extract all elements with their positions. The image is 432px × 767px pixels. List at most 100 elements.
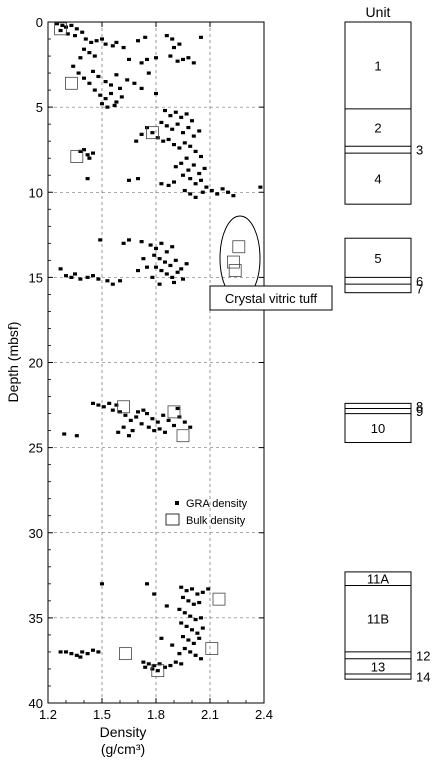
bulk-density-point xyxy=(117,400,130,414)
gra-density-point xyxy=(226,190,230,194)
gra-density-point xyxy=(98,238,103,242)
gra-density-point xyxy=(100,582,104,586)
gra-density-point xyxy=(170,127,175,131)
gra-density-point xyxy=(166,137,171,142)
x-axis-title: Density xyxy=(100,724,147,740)
gra-density-point xyxy=(127,178,131,182)
unit-column-header: Unit xyxy=(366,4,391,20)
gra-density-point xyxy=(172,142,176,147)
gra-density-point xyxy=(181,635,185,639)
gra-density-point xyxy=(184,156,189,160)
gra-density-point xyxy=(96,74,101,79)
gra-density-point xyxy=(60,23,65,28)
gra-density-point xyxy=(96,650,101,654)
gra-density-point xyxy=(101,405,106,409)
gra-density-point xyxy=(62,432,67,436)
gra-density-point xyxy=(170,275,175,279)
gra-density-points xyxy=(55,22,263,673)
gra-density-point xyxy=(179,267,184,271)
gra-density-point xyxy=(157,257,162,261)
gra-density-point xyxy=(114,40,119,45)
gra-density-point xyxy=(173,110,178,114)
bulk-density-point xyxy=(54,22,67,36)
gra-density-point xyxy=(80,30,85,34)
gra-density-point xyxy=(175,406,180,411)
unit-group-box xyxy=(344,21,412,205)
gra-density-point xyxy=(139,86,144,90)
gra-density-point xyxy=(74,434,79,438)
gra-density-point xyxy=(197,600,202,605)
gra-density-point xyxy=(96,277,101,281)
gra-density-point xyxy=(182,420,187,424)
gra-density-point xyxy=(190,587,194,591)
gra-density-point xyxy=(146,425,151,429)
gra-density-point xyxy=(85,275,90,279)
gra-density-point xyxy=(87,81,92,85)
gra-density-point xyxy=(141,257,146,261)
gra-density-point xyxy=(78,149,83,153)
gra-density-point xyxy=(118,279,122,283)
gra-density-point xyxy=(118,410,122,414)
gra-density-point xyxy=(58,267,63,271)
gra-density-point xyxy=(119,95,124,99)
gra-density-point xyxy=(179,621,184,625)
gra-density-point xyxy=(188,650,193,654)
gra-density-point xyxy=(109,83,113,87)
gra-density-point xyxy=(154,265,158,269)
gra-density-point xyxy=(157,662,162,666)
gra-density-point xyxy=(188,192,193,196)
gra-density-point xyxy=(154,91,158,96)
gra-density-point xyxy=(143,35,148,39)
gra-density-point xyxy=(188,614,193,618)
gra-density-point xyxy=(177,607,182,611)
gra-density-point xyxy=(145,265,149,269)
gra-density-point xyxy=(58,28,63,33)
legend-gra-marker xyxy=(175,501,179,505)
bulk-density-point xyxy=(228,264,242,277)
unit-label: 7 xyxy=(416,281,423,296)
gra-density-point xyxy=(190,119,194,123)
gra-density-point xyxy=(64,25,68,29)
gra-density-point xyxy=(110,408,115,412)
gra-density-point xyxy=(91,151,95,155)
gra-density-point xyxy=(146,71,151,75)
gra-density-point xyxy=(127,57,131,62)
gra-density-point xyxy=(91,648,95,652)
gra-density-point xyxy=(78,655,83,659)
bulk-density-points xyxy=(54,22,246,678)
y-tick-label: 30 xyxy=(29,526,43,541)
gra-density-point xyxy=(152,663,157,668)
gra-density-point xyxy=(195,631,200,635)
gra-density-point xyxy=(85,153,90,157)
gra-density-point xyxy=(78,56,83,60)
gra-density-point xyxy=(163,260,167,264)
gra-density-point xyxy=(155,669,160,673)
gra-density-point xyxy=(186,125,191,130)
gra-density-point xyxy=(154,246,158,251)
gra-density-point xyxy=(73,34,77,38)
gra-density-point xyxy=(145,582,149,586)
gra-density-point xyxy=(181,57,185,62)
y-axis-title: Depth (mbsf) xyxy=(5,322,21,403)
gra-density-point xyxy=(152,253,157,257)
gra-density-point xyxy=(193,653,198,657)
gra-density-point xyxy=(145,57,149,62)
bulk-density-point xyxy=(167,405,181,419)
gra-density-point xyxy=(188,177,193,181)
gra-density-point xyxy=(186,56,191,60)
x-tick-label: 2.1 xyxy=(201,707,219,722)
y-tick-label: 40 xyxy=(29,696,43,711)
gra-density-point xyxy=(184,624,189,628)
grid-lines xyxy=(48,22,264,703)
gra-density-point xyxy=(141,660,146,664)
gra-density-point xyxy=(64,650,68,654)
gra-density-point xyxy=(199,178,203,182)
gra-density-point xyxy=(145,125,149,130)
gra-density-point xyxy=(136,177,140,181)
gra-density-point xyxy=(116,430,121,434)
gra-density-point xyxy=(181,595,185,600)
gra-density-point xyxy=(197,129,202,133)
gra-density-point xyxy=(85,177,90,181)
y-tick-label: 0 xyxy=(36,15,43,30)
